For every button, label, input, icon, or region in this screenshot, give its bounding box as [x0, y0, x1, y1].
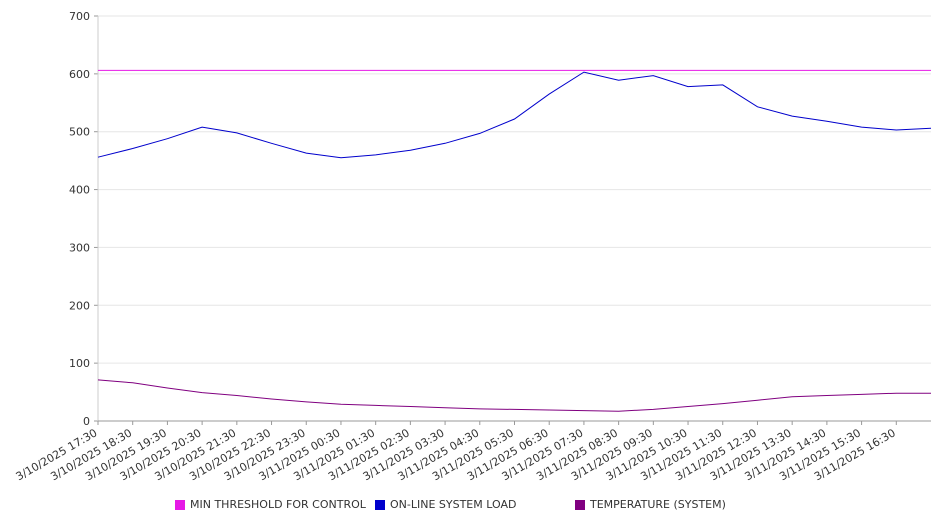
- y-tick-label: 500: [69, 126, 90, 139]
- legend-item-temperature: TEMPERATURE (SYSTEM): [575, 498, 726, 511]
- y-axis: 0 100 200 300 400 500 600 700: [69, 10, 99, 428]
- legend: MIN THRESHOLD FOR CONTROL ON-LINE SYSTEM…: [0, 498, 946, 514]
- grid-lines: [98, 15, 931, 364]
- legend-label-system-load: ON-LINE SYSTEM LOAD: [390, 498, 517, 511]
- y-tick-label: 200: [69, 299, 90, 312]
- series-line-1: [97, 71, 932, 159]
- y-tick-label: 400: [69, 184, 90, 197]
- legend-label-temperature: TEMPERATURE (SYSTEM): [590, 498, 726, 511]
- legend-swatch-temperature: [575, 499, 585, 510]
- plot-area: [97, 69, 932, 412]
- y-tick-label: 700: [69, 10, 90, 23]
- y-tick-label: 600: [69, 68, 90, 81]
- legend-swatch-min-threshold: [175, 499, 185, 510]
- y-tick-label: 0: [83, 415, 90, 428]
- series-line-2: [97, 379, 931, 412]
- legend-item-system-load: ON-LINE SYSTEM LOAD: [375, 498, 516, 511]
- y-tick-label: 100: [69, 357, 90, 370]
- legend-label-min-threshold: MIN THRESHOLD FOR CONTROL: [190, 498, 366, 511]
- x-axis: 3/10/2025 17:303/10/2025 18:303/10/2025 …: [14, 420, 931, 483]
- legend-item-min-threshold: MIN THRESHOLD FOR CONTROL: [175, 498, 366, 511]
- legend-swatch-system-load: [375, 499, 385, 510]
- y-tick-label: 300: [69, 241, 90, 254]
